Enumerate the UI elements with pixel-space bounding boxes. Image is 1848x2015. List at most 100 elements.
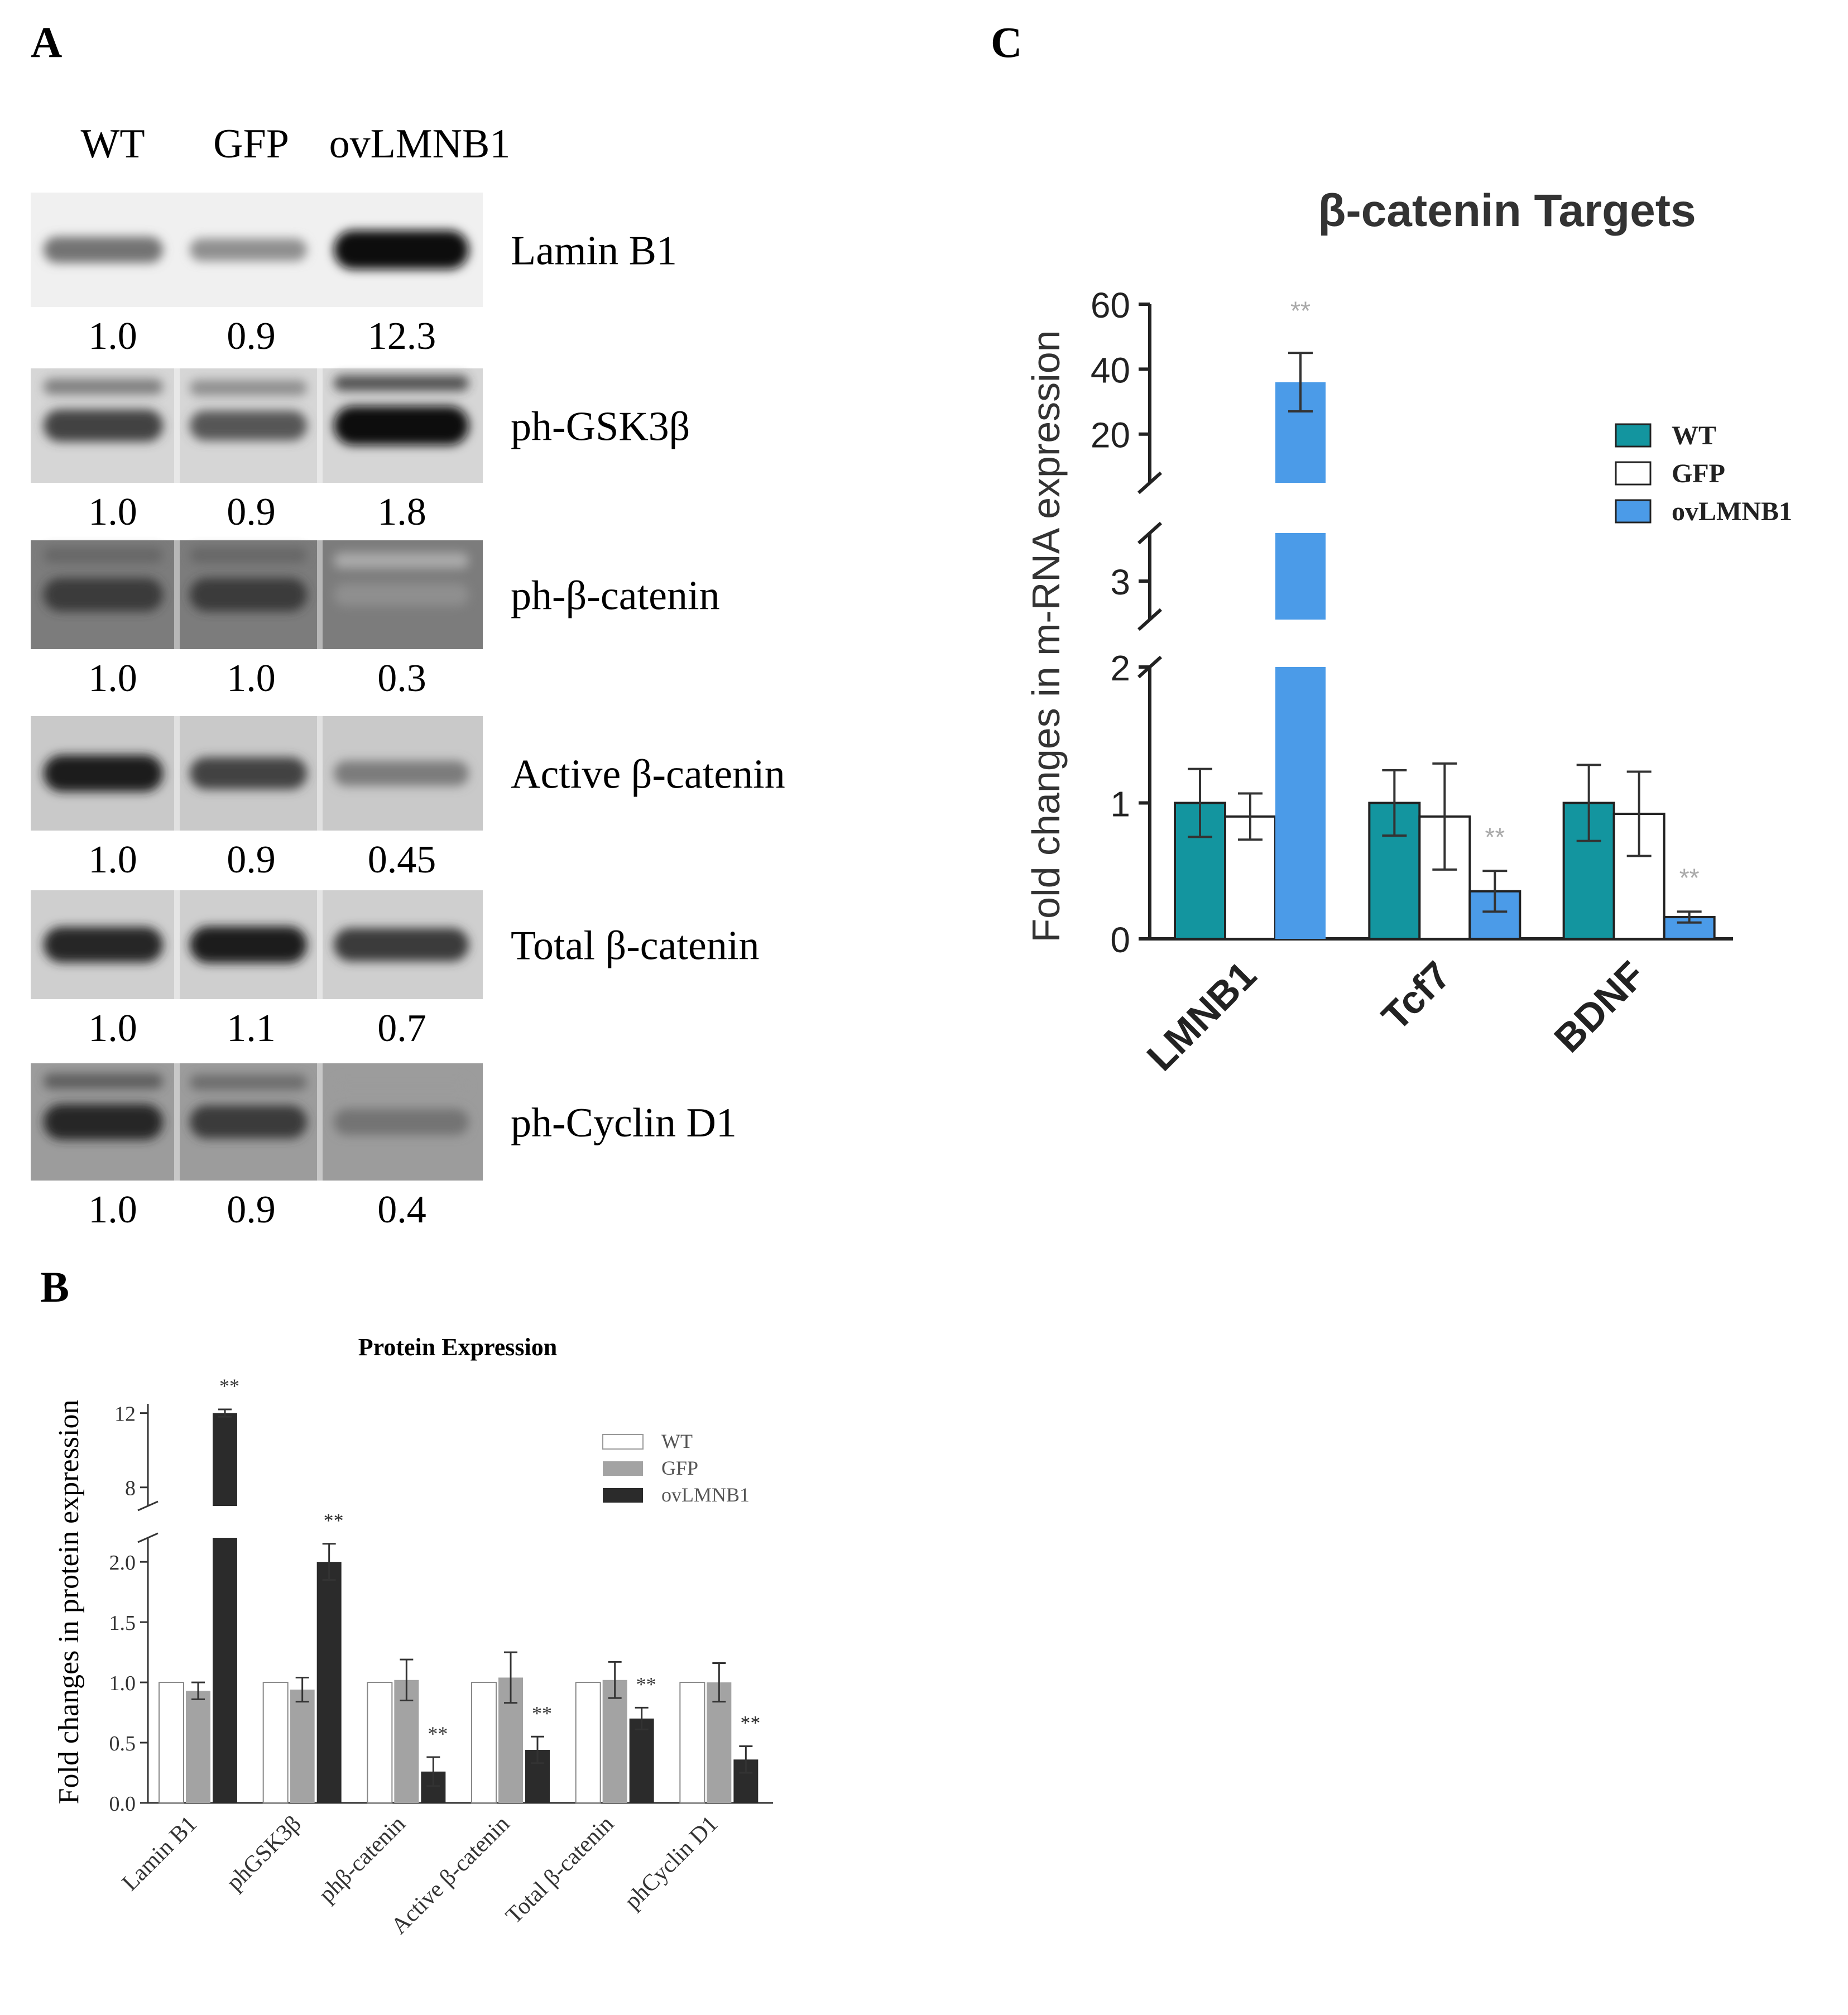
chart-b-ytick-label: 1.0 — [109, 1672, 136, 1695]
chart-b-legend-swatch — [603, 1461, 643, 1476]
chart-b-bar — [262, 1682, 289, 1803]
chart-c-ytick-label: 40 — [1091, 350, 1130, 390]
chart-c-legend-label: ovLMNB1 — [1672, 497, 1792, 526]
blot-band-secondary — [44, 378, 163, 395]
chart-c-ytick-label: 1 — [1110, 784, 1130, 824]
chart-b-legend-swatch — [603, 1488, 643, 1503]
chart-c-category-label: BDNF — [1546, 953, 1654, 1061]
panel-label-a: A — [31, 18, 62, 66]
chart-b-bar — [367, 1682, 393, 1803]
panel-label-c: C — [991, 18, 1022, 66]
chart-b-ytick-label: 0.0 — [109, 1792, 136, 1816]
chart-c-significance: ** — [1679, 863, 1700, 892]
chart-c-axis-break — [1137, 521, 1163, 545]
blot-row-label: Lamin B1 — [511, 228, 677, 274]
blot-quant-value: 1.0 — [88, 315, 137, 358]
blot-band-secondary — [190, 380, 307, 396]
western-blot-panel: WT GFP ovLMNB1 Lamin B1 1.0 0.9 12.3 ph-GSK3… — [31, 121, 785, 1231]
chart-b-ytick-label: 0.5 — [109, 1732, 136, 1755]
chart-c-axis-break — [1137, 471, 1163, 495]
blot-quant-value: 1.0 — [227, 657, 276, 700]
lane-separator — [174, 890, 180, 999]
chart-b-ytick-label: 1.5 — [109, 1611, 136, 1635]
chart-b-bar — [679, 1682, 705, 1803]
chart-b-bar — [471, 1682, 497, 1803]
blot-band — [44, 578, 163, 612]
blot-band — [334, 230, 469, 270]
chart-b-ytick-label: 12 — [114, 1403, 136, 1426]
chart-c-category-label: LMNB1 — [1139, 953, 1265, 1079]
blot-quant-value: 0.45 — [368, 838, 436, 881]
chart-b-title: Protein Expression — [358, 1333, 558, 1361]
chart-b-ytick-label: 2.0 — [109, 1551, 136, 1575]
blot-band-secondary — [44, 1073, 163, 1090]
chart-b-ylabel: Fold changes in protein expression — [53, 1400, 85, 1805]
chart-b-bar — [575, 1682, 601, 1803]
chart-c-significance: ** — [1290, 296, 1311, 325]
blot-band — [334, 583, 469, 606]
blot-quant-value: 0.9 — [227, 491, 276, 534]
chart-b-significance: ** — [636, 1673, 656, 1695]
blot-quant-value: 0.3 — [377, 657, 426, 700]
chart-b-significance: ** — [428, 1723, 448, 1745]
chart-c-legend-swatch — [1615, 423, 1652, 448]
chart-c-significance: ** — [1485, 822, 1505, 851]
chart-b-bar-upper — [213, 1413, 237, 1506]
chart-b-significance: ** — [324, 1509, 344, 1532]
blot-quant-value: 0.7 — [377, 1007, 426, 1050]
lane-separator — [174, 368, 180, 483]
chart-c-legend-label: GFP — [1672, 459, 1725, 488]
blot-band — [334, 761, 469, 786]
chart-b-significance: ** — [740, 1712, 760, 1734]
chart-b-legend-swatch — [602, 1434, 644, 1450]
chart-c-bar-middle — [1275, 533, 1326, 620]
blot-band — [190, 578, 307, 612]
blot-row: Active β-catenin 1.0 0.9 0.45 — [31, 716, 785, 881]
chart-c-bar — [1468, 890, 1521, 941]
lane-label-ovlmnb1: ovLMNB1 — [329, 121, 511, 167]
chart-c-legend: WT GFP ovLMNB1 — [1615, 421, 1792, 526]
blot-row: ph-β-catenin 1.0 1.0 0.3 — [31, 540, 720, 700]
blot-quant-value: 12.3 — [368, 315, 436, 358]
chart-c-title: β-catenin Targets — [1318, 185, 1696, 236]
chart-b-axis-break — [137, 1532, 159, 1543]
blot-band — [44, 755, 163, 792]
blot-row-label: ph-Cyclin D1 — [511, 1100, 737, 1146]
blot-band-secondary — [334, 375, 469, 391]
chart-c-ytick-label: 2 — [1110, 648, 1130, 688]
chart-b-bar — [316, 1562, 342, 1803]
chart-b-axis-break — [137, 1500, 159, 1512]
lane-label-gfp: GFP — [213, 121, 289, 167]
blot-band-secondary — [190, 1074, 307, 1091]
chart-b-significance: ** — [532, 1702, 552, 1724]
blot-quant-value: 1.0 — [88, 657, 137, 700]
lane-separator — [317, 1063, 323, 1181]
blot-band — [44, 409, 163, 442]
chart-c-axis-break — [1137, 608, 1163, 631]
blot-band — [190, 1105, 307, 1139]
blot-band — [334, 406, 469, 445]
blot-quant-value: 1.0 — [88, 1188, 137, 1231]
blot-quant-value: 0.9 — [227, 838, 276, 881]
blot-band-secondary — [190, 547, 307, 563]
chart-c-legend-swatch — [1615, 461, 1652, 486]
lane-separator — [174, 540, 180, 649]
chart-c-ytick-label: 20 — [1091, 415, 1130, 455]
chart-c-legend-label: WT — [1672, 421, 1716, 450]
chart-c-category-label: Tcf7 — [1374, 953, 1459, 1038]
chart-b-legend: WT GFP ovLMNB1 — [602, 1430, 750, 1506]
lane-separator — [174, 716, 180, 831]
mrna-expression-chart: β-catenin Targets Fold changes in m-RNA … — [1024, 185, 1792, 1079]
chart-b-bar — [213, 1538, 237, 1803]
chart-b-category-label: Lamin B1 — [117, 1811, 202, 1896]
blot-band-secondary — [334, 553, 469, 569]
blot-row-label: Active β-catenin — [511, 752, 785, 798]
chart-b-ytick-label: 8 — [125, 1477, 136, 1500]
blot-row: Total β-catenin 1.0 1.1 0.7 — [31, 890, 759, 1050]
chart-b-legend-label: GFP — [661, 1457, 698, 1479]
blot-band-secondary — [44, 547, 163, 563]
chart-b-bar — [602, 1680, 627, 1803]
blot-row-label: Total β-catenin — [511, 923, 759, 969]
blot-band-secondary — [334, 1078, 469, 1094]
